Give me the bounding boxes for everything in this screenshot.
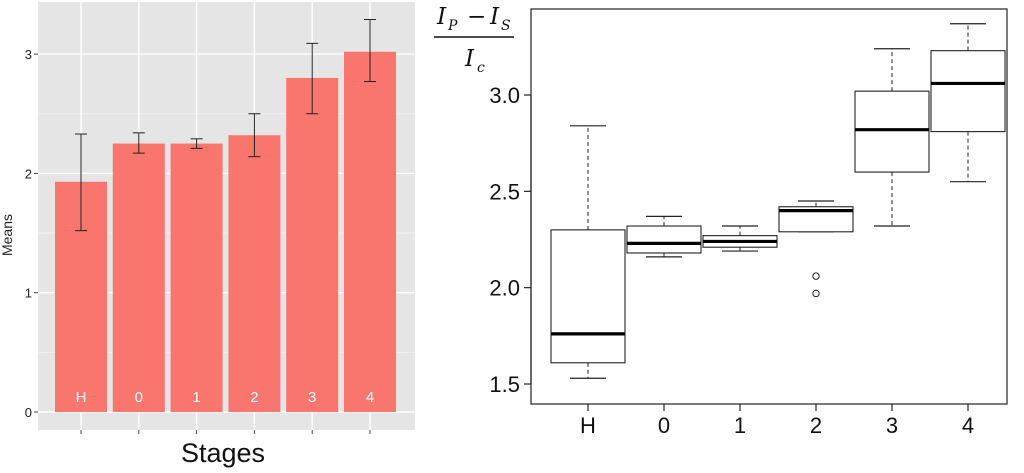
boxplot-y-axis: 1.5 2.0 2.5 3.0 [489,83,532,397]
means-bar-chart: H 0 1 2 3 4 0 1 2 3 Means Stages [0,2,415,468]
bar-y-tick-label: 2 [25,166,32,181]
formula-ip-sub: P [447,18,458,34]
error-bars [75,19,376,232]
bar-x-axis-title: Stages [181,438,265,468]
formula-ip: I [436,4,447,30]
bar-4 [344,51,396,413]
bar-2 [228,135,281,412]
formula-ic: I [464,46,475,72]
bar-category-label: 0 [135,389,143,406]
bar-y-tick-label: 3 [25,47,32,62]
box-x-tick-label: 4 [962,413,974,438]
bar-1 [170,143,223,412]
boxplot-x-axis: H 0 1 2 3 4 [580,404,974,438]
box-x-tick-label: 1 [734,413,746,438]
formula-ic-sub: c [477,60,485,76]
bar-category-label: H [76,389,87,406]
bar-0 [112,143,165,412]
box-y-tick-label: 3.0 [489,83,520,108]
formula-is-sub: S [501,18,511,34]
box-x-tick-label: H [580,413,596,438]
bar-category-label: 4 [366,389,374,406]
box-outlier-2 [812,289,820,298]
formula-minus: − [467,4,486,30]
box-y-tick-label: 1.5 [489,372,520,397]
box-body-3 [854,90,930,173]
box-body-0 [626,225,702,254]
box-outlier-2 [812,272,820,280]
formula-is: I [489,4,500,30]
box-x-tick-label: 0 [658,413,670,438]
bar-y-ticks: 0 1 2 3 [25,47,371,434]
bar-category-label: 1 [192,389,200,406]
boxplot-y-axis-title: I P − I S I c [434,4,514,76]
bar-y-axis-title: Means [0,214,15,256]
bar-category-label: 3 [308,389,316,406]
boxplot-series [550,23,1006,379]
box-y-tick-label: 2.0 [489,276,520,301]
bar-category-label: 2 [250,389,258,406]
bar-3 [286,77,339,413]
bar-y-tick-label: 0 [25,405,32,420]
box-x-tick-label: 2 [810,413,822,438]
box-body-H [550,229,626,364]
bar-labels: H 0 1 2 3 4 [76,389,375,406]
box-x-tick-label: 3 [886,413,898,438]
boxplot-chart: 1.5 2.0 2.5 3.0 H 0 1 2 3 4 I P − I S I c [434,4,1008,438]
bar-y-tick-label: 1 [25,286,32,301]
box-y-tick-label: 2.5 [489,179,520,204]
bar-series [55,51,396,413]
box-body-4 [930,50,1006,133]
